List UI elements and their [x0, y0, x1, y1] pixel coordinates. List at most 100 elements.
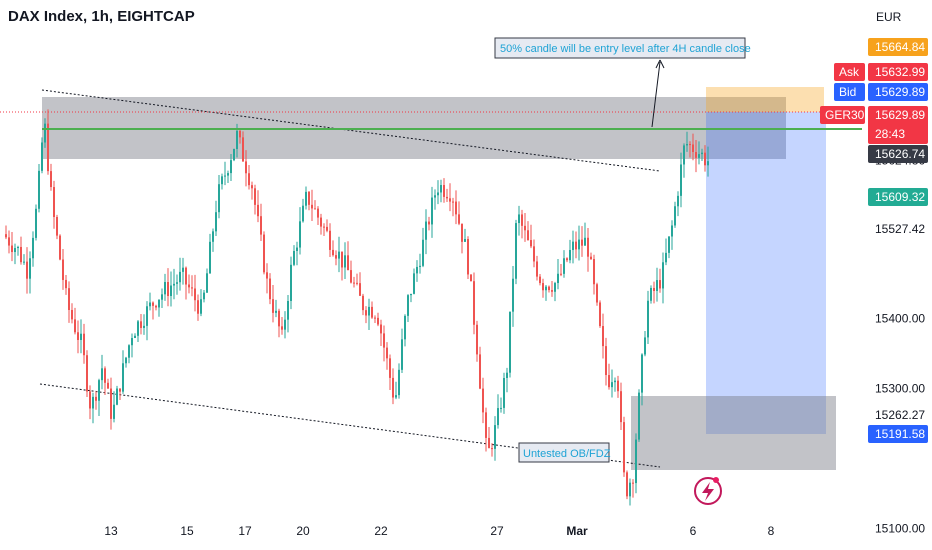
candle-body[interactable] [608, 375, 610, 388]
candle-body[interactable] [26, 261, 28, 279]
candle-body[interactable] [656, 280, 658, 291]
candle-body[interactable] [323, 226, 325, 228]
candle-body[interactable] [365, 310, 367, 316]
candle-body[interactable] [689, 144, 691, 146]
candle-body[interactable] [338, 251, 340, 259]
candle-body[interactable] [200, 299, 202, 314]
candle-body[interactable] [170, 285, 172, 297]
candle-body[interactable] [572, 241, 574, 250]
candle-body[interactable] [341, 251, 343, 268]
candle-body[interactable] [707, 161, 709, 166]
candle-body[interactable] [395, 395, 397, 398]
candle-body[interactable] [185, 267, 187, 285]
candle-body[interactable] [206, 273, 208, 293]
candle-body[interactable] [578, 239, 580, 250]
candle-body[interactable] [386, 347, 388, 359]
candle-body[interactable] [353, 282, 355, 284]
candle-body[interactable] [128, 345, 130, 358]
candle-body[interactable] [377, 317, 379, 325]
candle-body[interactable] [104, 368, 106, 383]
candle-body[interactable] [347, 255, 349, 271]
candle-body[interactable] [113, 404, 115, 419]
candle-body[interactable] [83, 333, 85, 356]
candle-body[interactable] [260, 216, 262, 235]
candle-body[interactable] [371, 306, 373, 318]
candle-body[interactable] [68, 288, 70, 310]
candle-body[interactable] [449, 198, 451, 202]
candle-body[interactable] [515, 223, 517, 279]
candle-body[interactable] [77, 332, 79, 340]
candle-body[interactable] [263, 234, 265, 273]
candle-body[interactable] [32, 237, 34, 259]
candle-body[interactable] [641, 354, 643, 393]
candle-body[interactable] [251, 185, 253, 189]
candle-body[interactable] [149, 302, 151, 307]
candle-body[interactable] [278, 310, 280, 327]
candle-body[interactable] [509, 311, 511, 373]
candle-body[interactable] [455, 201, 457, 215]
candle-body[interactable] [53, 187, 55, 218]
candle-body[interactable] [62, 259, 64, 280]
candle-body[interactable] [593, 259, 595, 285]
candle-body[interactable] [287, 300, 289, 320]
candle-body[interactable] [488, 437, 490, 449]
candle-body[interactable] [266, 272, 268, 279]
candle-body[interactable] [611, 382, 613, 388]
candle-body[interactable] [425, 221, 427, 240]
candle-body[interactable] [527, 230, 529, 241]
candle-body[interactable] [152, 302, 154, 306]
candle-body[interactable] [92, 396, 94, 409]
candle-body[interactable] [521, 214, 523, 226]
candle-body[interactable] [695, 152, 697, 158]
candle-body[interactable] [302, 205, 304, 222]
candle-body[interactable] [179, 271, 181, 283]
candle-body[interactable] [413, 273, 415, 294]
candle-body[interactable] [470, 274, 472, 282]
candle-body[interactable] [551, 290, 553, 292]
candle-body[interactable] [182, 267, 184, 272]
candle-body[interactable] [98, 380, 100, 401]
candle-body[interactable] [467, 239, 469, 275]
candle-body[interactable] [545, 286, 547, 291]
candle-body[interactable] [215, 212, 217, 232]
candle-body[interactable] [605, 346, 607, 376]
candle-body[interactable] [503, 378, 505, 408]
candle-body[interactable] [209, 241, 211, 274]
candle-body[interactable] [275, 310, 277, 313]
candle-body[interactable] [293, 251, 295, 265]
candle-body[interactable] [590, 256, 592, 260]
candle-body[interactable] [50, 171, 52, 188]
annotation-ob-box[interactable] [518, 442, 610, 463]
candle-body[interactable] [236, 130, 238, 149]
candle-body[interactable] [464, 239, 466, 242]
candle-body[interactable] [110, 388, 112, 419]
candle-body[interactable] [380, 324, 382, 334]
candle-body[interactable] [416, 266, 418, 274]
candle-body[interactable] [239, 130, 241, 138]
candle-body[interactable] [392, 377, 394, 398]
candle-body[interactable] [530, 240, 532, 247]
candle-body[interactable] [617, 380, 619, 392]
candle-body[interactable] [389, 358, 391, 378]
candle-body[interactable] [80, 333, 82, 340]
candle-body[interactable] [227, 173, 229, 176]
candle-body[interactable] [20, 246, 22, 263]
candle-body[interactable] [86, 355, 88, 392]
candle-body[interactable] [89, 391, 91, 409]
candle-body[interactable] [95, 396, 97, 401]
candle-body[interactable] [326, 226, 328, 231]
candle-body[interactable] [332, 249, 334, 256]
candle-body[interactable] [482, 388, 484, 413]
candle-body[interactable] [491, 448, 493, 450]
candle-body[interactable] [107, 382, 109, 389]
candle-body[interactable] [131, 338, 133, 346]
candle-body[interactable] [146, 306, 148, 326]
candle-body[interactable] [137, 321, 139, 336]
candle-body[interactable] [692, 144, 694, 153]
candle-body[interactable] [632, 482, 634, 484]
candle-body[interactable] [647, 300, 649, 338]
candle-body[interactable] [437, 192, 439, 196]
candle-body[interactable] [524, 225, 526, 231]
candle-body[interactable] [401, 339, 403, 370]
